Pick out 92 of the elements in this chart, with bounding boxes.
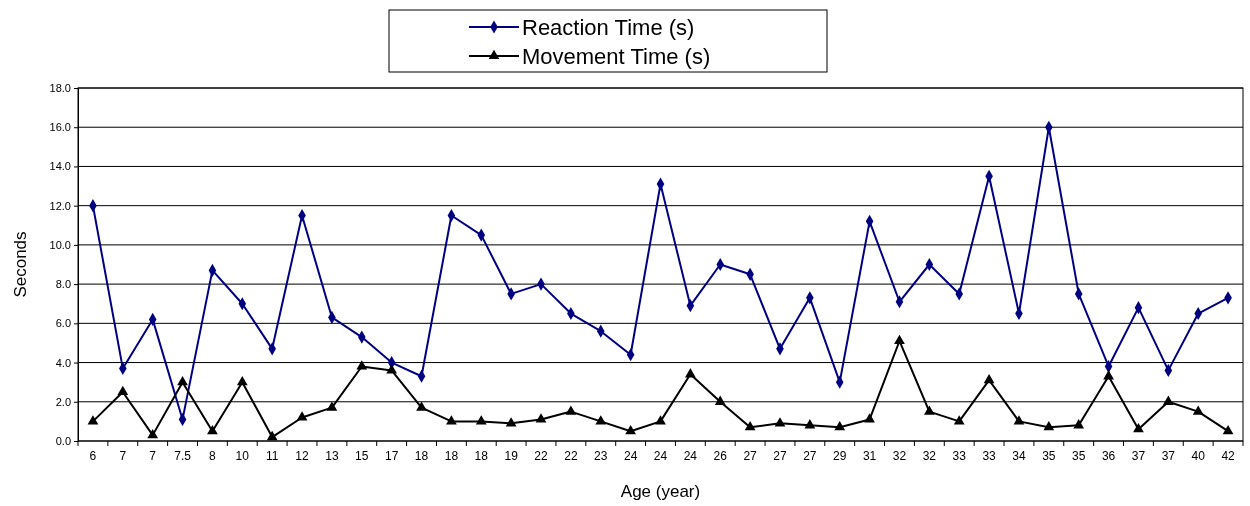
x-tick-label: 15 (355, 448, 369, 463)
x-tick-label: 24 (653, 448, 668, 463)
point (1043, 421, 1055, 431)
y-tick-label: 2.0 (55, 395, 71, 408)
point (535, 413, 547, 423)
x-tick-label: 26 (713, 448, 728, 463)
point (147, 428, 159, 439)
x-tick-label: 37 (1161, 448, 1176, 463)
y-axis-title: Seconds (11, 231, 30, 298)
x-tick-label: 7 (119, 448, 127, 463)
y-tick-label: 14.0 (49, 160, 71, 173)
point (1013, 415, 1025, 425)
point (87, 415, 99, 425)
x-tick-label: 22 (534, 448, 549, 463)
point (923, 405, 935, 415)
y-tick-label: 18.0 (49, 82, 71, 95)
point (625, 424, 636, 435)
x-tick-label: 22 (564, 448, 578, 463)
point (296, 411, 308, 421)
point (326, 401, 338, 411)
x-tick-label: 27 (743, 448, 758, 463)
x-tick-label: 11 (265, 448, 279, 463)
x-tick-label: 27 (773, 448, 787, 463)
y-tick-label: 0.0 (55, 435, 71, 448)
x-tick-label: 8 (209, 448, 217, 463)
x-tick-label: 18 (474, 448, 489, 463)
point (565, 405, 577, 415)
x-tick-label: 19 (504, 448, 519, 463)
y-tick-label: 16.0 (49, 121, 71, 134)
x-tick-label: 29 (833, 448, 847, 463)
point (804, 419, 816, 429)
x-tick-label: 33 (982, 448, 997, 463)
point (1222, 424, 1234, 435)
x-tick-label: 18 (444, 448, 459, 463)
x-tick-label: 32 (892, 448, 907, 463)
x-tick-label: 34 (1012, 448, 1026, 463)
x-tick-label: 40 (1191, 448, 1206, 463)
x-tick-label: 23 (594, 448, 608, 463)
x-tick-label: 18 (414, 448, 429, 463)
x-tick-label: 24 (623, 448, 638, 463)
x-tick-label: 27 (803, 448, 817, 463)
x-tick-label: 33 (952, 448, 967, 463)
point (953, 415, 965, 425)
y-tick-label: 10.0 (49, 238, 71, 251)
point (416, 401, 427, 411)
x-tick-label: 32 (922, 448, 937, 463)
x-tick-label: 24 (683, 448, 698, 463)
y-tick-label: 12.0 (49, 199, 71, 212)
x-tick-label: 13 (325, 448, 339, 463)
x-tick-label: 42 (1221, 448, 1236, 463)
x-tick-label: 31 (862, 448, 877, 463)
point (117, 385, 129, 396)
x-tick-label: 6 (89, 448, 97, 463)
y-tick-label: 4.0 (55, 356, 71, 369)
legend-label: Reaction Time (s) (522, 15, 695, 40)
point (714, 395, 726, 405)
x-tick-label: 35 (1042, 448, 1056, 463)
point (446, 415, 457, 425)
y-tick-label: 6.0 (55, 317, 71, 330)
point (386, 364, 398, 374)
x-axis-title: Age (year) (620, 482, 701, 501)
point (1133, 423, 1144, 433)
point (864, 413, 875, 423)
point (834, 421, 846, 431)
point (177, 375, 188, 386)
y-tick-label: 8.0 (55, 278, 71, 291)
x-tick-label: 37 (1131, 448, 1146, 463)
point (983, 374, 995, 384)
legend-label: Movement Time (s) (522, 44, 711, 69)
x-tick-label: 12 (295, 448, 310, 463)
point (236, 375, 248, 386)
point (1162, 395, 1174, 405)
point (595, 415, 607, 425)
point (894, 334, 905, 345)
point (1103, 370, 1114, 380)
x-tick-label: 7 (149, 448, 157, 463)
point (475, 415, 487, 425)
x-tick-label: 7.5 (174, 448, 192, 463)
point (207, 424, 218, 435)
point (1192, 405, 1204, 415)
point (356, 360, 368, 370)
point (685, 368, 696, 378)
x-tick-label: 10 (235, 448, 250, 463)
x-tick-label: 35 (1072, 448, 1086, 463)
point (1073, 419, 1085, 429)
point (744, 421, 756, 431)
point (655, 415, 666, 425)
x-tick-label: 17 (384, 448, 399, 463)
point (774, 417, 786, 427)
x-tick-label: 36 (1101, 448, 1116, 463)
point (266, 430, 278, 441)
point (505, 417, 517, 427)
